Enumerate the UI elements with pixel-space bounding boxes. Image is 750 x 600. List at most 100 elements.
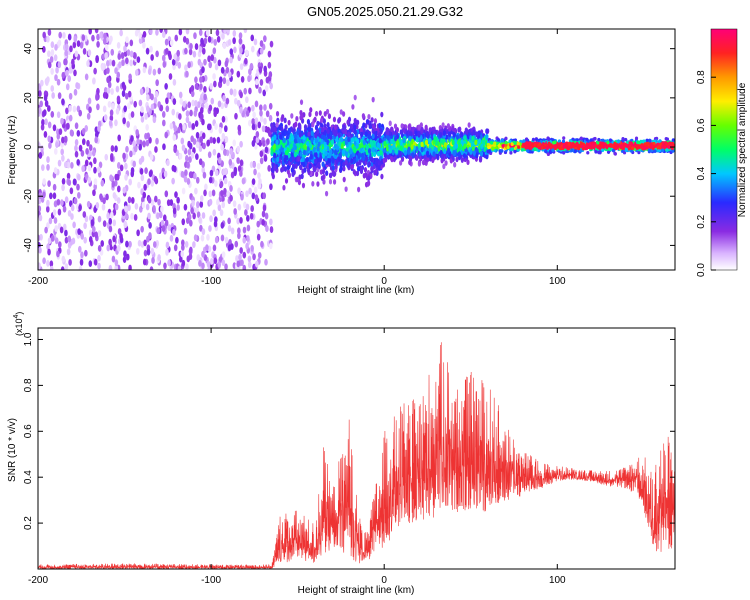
heatmap-cell bbox=[182, 101, 186, 108]
heatmap-cell bbox=[183, 203, 188, 211]
heatmap-cell bbox=[309, 107, 313, 113]
heatmap-cell bbox=[55, 141, 59, 149]
heatmap-cell bbox=[233, 166, 238, 174]
heatmap-cell bbox=[93, 178, 98, 186]
heatmap-cell bbox=[108, 238, 112, 246]
heatmap-cell bbox=[211, 189, 216, 197]
heatmap-cell bbox=[301, 156, 305, 162]
heatmap-cell bbox=[239, 216, 243, 224]
heatmap-cell bbox=[206, 123, 211, 131]
heatmap-cell bbox=[154, 90, 159, 98]
heatmap-cell bbox=[45, 205, 50, 213]
heatmap-cell bbox=[176, 49, 181, 57]
heatmap-cell bbox=[312, 147, 316, 153]
heatmap-cell bbox=[353, 94, 357, 101]
heatmap-cell bbox=[347, 136, 351, 143]
heatmap-cell bbox=[273, 165, 277, 171]
heatmap-cell bbox=[250, 244, 254, 252]
heatmap-cell bbox=[264, 212, 269, 220]
heatmap-cell bbox=[107, 101, 112, 108]
heatmap-cell bbox=[270, 126, 274, 133]
heatmap-cell bbox=[330, 139, 335, 145]
heatmap-cell bbox=[61, 255, 66, 263]
heatmap-cell bbox=[102, 220, 107, 228]
heatmap-cell bbox=[236, 260, 241, 268]
heatmap-cell bbox=[148, 29, 153, 36]
heatmap-cell bbox=[229, 56, 233, 64]
heatmap-cell bbox=[53, 148, 58, 155]
heatmap-cell bbox=[342, 165, 346, 172]
heatmap-cell bbox=[219, 180, 224, 188]
heatmap-cell bbox=[57, 208, 62, 216]
heatmap-cell bbox=[124, 173, 128, 181]
heatmap-cell bbox=[145, 123, 149, 131]
heatmap-cell bbox=[123, 250, 127, 258]
heatmap-cell bbox=[138, 143, 143, 151]
heatmap-cell bbox=[634, 136, 639, 141]
heatmap-cell bbox=[251, 118, 255, 125]
heatmap-cell bbox=[522, 139, 526, 143]
heatmap-cell bbox=[247, 255, 252, 263]
heatmap-cell bbox=[259, 157, 264, 165]
heatmap-cell bbox=[320, 134, 325, 141]
heatmap-cell bbox=[327, 113, 332, 120]
heatmap-cell bbox=[82, 211, 87, 218]
heatmap-cell bbox=[106, 244, 111, 252]
heatmap-cell bbox=[84, 73, 89, 81]
heatmap-cell bbox=[318, 157, 322, 163]
heatmap-cell bbox=[437, 146, 441, 152]
heatmap-cell bbox=[46, 35, 50, 43]
heatmap-cell bbox=[347, 131, 351, 138]
heatmap-cell bbox=[97, 125, 101, 132]
heatmap-cell bbox=[58, 241, 62, 249]
heatmap-cell bbox=[389, 126, 394, 133]
heatmap-cell bbox=[176, 204, 180, 211]
heatmap-cell bbox=[88, 106, 92, 114]
heatmap-cell bbox=[342, 111, 346, 117]
heatmap-cell bbox=[107, 81, 112, 89]
heatmap-cell bbox=[252, 111, 256, 119]
heatmap-cell bbox=[259, 104, 263, 112]
heatmap-cell bbox=[68, 105, 72, 112]
heatmap-cell bbox=[282, 142, 286, 148]
heatmap-cell bbox=[124, 162, 128, 170]
heatmap-cell bbox=[236, 145, 241, 153]
heatmap-cell bbox=[191, 199, 195, 207]
heatmap-cell bbox=[276, 156, 280, 163]
heatmap-cell bbox=[245, 109, 250, 117]
heatmap-cell bbox=[290, 135, 295, 141]
heatmap-cell bbox=[178, 113, 182, 120]
heatmap-cell bbox=[671, 138, 675, 142]
heatmap-cell bbox=[332, 116, 337, 123]
heatmap-cell bbox=[278, 124, 282, 131]
heatmap-cell bbox=[657, 144, 661, 149]
heatmap-cell bbox=[230, 171, 235, 179]
heatmap-cell bbox=[269, 183, 273, 191]
heatmap-cell bbox=[248, 68, 252, 76]
heatmap-cell bbox=[268, 242, 273, 250]
heatmap-cell bbox=[150, 247, 155, 255]
heatmap-cell bbox=[46, 243, 50, 251]
heatmap-cell bbox=[43, 131, 48, 138]
heatmap-cell bbox=[185, 155, 189, 162]
heatmap-cell bbox=[314, 152, 318, 158]
heatmap-cell bbox=[474, 139, 478, 146]
heatmap-cell bbox=[227, 71, 232, 78]
heatmap-cell bbox=[76, 129, 81, 137]
heatmap-cell bbox=[68, 66, 73, 74]
heatmap-cell bbox=[127, 204, 131, 212]
heatmap-cell bbox=[187, 140, 191, 148]
heatmap-cell bbox=[99, 31, 103, 39]
heatmap-cell bbox=[371, 96, 375, 103]
heatmap-cell bbox=[39, 233, 43, 241]
heatmap-cell bbox=[377, 164, 381, 171]
heatmap-cell bbox=[84, 249, 88, 257]
heatmap-cell bbox=[263, 65, 267, 73]
heatmap-cell bbox=[222, 168, 226, 176]
heatmap-cell bbox=[268, 114, 273, 122]
heatmap-cell bbox=[370, 117, 374, 123]
heatmap-cell bbox=[79, 41, 84, 49]
heatmap-cell bbox=[91, 149, 96, 157]
heatmap-cell bbox=[38, 214, 43, 222]
heatmap-cell bbox=[71, 237, 76, 245]
